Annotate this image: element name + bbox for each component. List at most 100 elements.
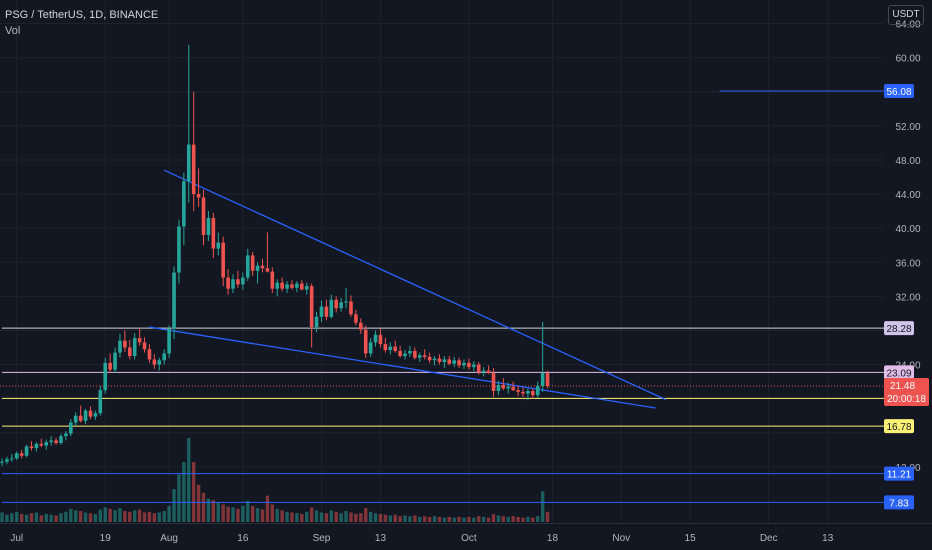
- candle-body: [255, 265, 260, 271]
- volume-bar: [309, 507, 314, 522]
- candle-body: [280, 282, 284, 289]
- candle-body: [358, 322, 363, 330]
- volume-bar: [93, 513, 98, 522]
- candle-body: [427, 356, 432, 361]
- candle: [236, 270, 240, 288]
- volume-indicator-label[interactable]: Vol: [5, 25, 21, 37]
- candle: [378, 328, 383, 348]
- candle: [393, 340, 397, 353]
- candle-body: [196, 194, 201, 198]
- candle-body: [0, 461, 4, 463]
- candle-body: [491, 373, 496, 391]
- volume-bar: [540, 491, 545, 522]
- candle-body: [186, 144, 191, 182]
- volume-bar: [447, 516, 451, 522]
- volume-bar: [88, 513, 93, 522]
- price-level-badge-bg: [884, 495, 914, 510]
- candle-body: [24, 446, 29, 456]
- candle-body: [408, 350, 412, 354]
- candle-body: [118, 340, 122, 353]
- volume-bar: [241, 505, 245, 522]
- candle-body: [339, 302, 343, 309]
- candle-body: [329, 299, 334, 317]
- volume-bar: [314, 510, 319, 522]
- volume-bar: [255, 508, 260, 522]
- candle: [467, 358, 471, 370]
- volume-bar: [29, 513, 34, 522]
- candle-body: [334, 299, 339, 309]
- candle-body: [108, 362, 112, 370]
- candle: [201, 189, 206, 246]
- candle-body: [393, 346, 397, 351]
- candle: [349, 295, 353, 317]
- candle: [88, 406, 93, 420]
- candle: [344, 287, 348, 309]
- candle-body: [162, 353, 166, 361]
- candle: [226, 269, 230, 295]
- candle-body: [531, 390, 535, 396]
- volume-bar: [24, 514, 29, 522]
- candle-body: [304, 286, 309, 290]
- candle-body: [452, 360, 456, 364]
- candle-body: [19, 453, 24, 456]
- volume-bar: [226, 506, 230, 522]
- candle-body: [54, 440, 58, 443]
- candle-body: [152, 359, 157, 365]
- candle-body: [113, 352, 117, 370]
- candle-body: [132, 338, 137, 357]
- candle-body: [39, 443, 44, 446]
- candle: [137, 327, 142, 346]
- candle-body: [467, 362, 471, 368]
- price-level-badge: 56.08: [886, 87, 911, 98]
- candle-body: [127, 347, 132, 357]
- candle: [255, 262, 260, 284]
- candle-body: [98, 390, 103, 414]
- price-level-badge-bg: [884, 466, 914, 481]
- candle-body: [324, 306, 329, 317]
- volume-bar: [108, 508, 112, 522]
- volume-bar: [491, 513, 496, 522]
- y-tick-label: 32.00: [895, 292, 920, 303]
- volume-bar: [545, 511, 550, 522]
- candle: [0, 458, 4, 467]
- volume-bar: [295, 513, 299, 522]
- y-tick-label: 52.00: [895, 122, 920, 133]
- volume-bar: [260, 509, 265, 522]
- candle: [127, 339, 132, 360]
- candle-body: [221, 242, 225, 278]
- x-tick-label: 15: [685, 533, 697, 544]
- candle-body: [447, 359, 452, 364]
- candle: [142, 337, 147, 353]
- volume-bar: [383, 514, 388, 522]
- currency-button[interactable]: USDT: [888, 5, 924, 25]
- candle: [368, 338, 373, 357]
- candle-body: [201, 197, 206, 235]
- volume-bar: [152, 513, 157, 522]
- candle-body: [437, 358, 442, 363]
- volume-bar: [59, 513, 63, 522]
- candle-body: [142, 342, 147, 350]
- candle: [300, 280, 304, 291]
- candle: [39, 438, 44, 448]
- candle-body: [354, 314, 358, 323]
- candle-body: [516, 390, 520, 392]
- volume-bar: [98, 509, 102, 522]
- candle: [496, 380, 501, 396]
- candle: [545, 370, 550, 389]
- candle-body: [137, 338, 142, 343]
- candle-body: [88, 410, 93, 417]
- candle: [481, 367, 486, 377]
- y-tick-label: 64.00: [895, 20, 920, 31]
- candle-body: [545, 373, 550, 387]
- volume-bar: [187, 437, 191, 522]
- candle-body: [216, 242, 221, 249]
- volume-bar: [432, 516, 437, 522]
- candle: [442, 356, 447, 368]
- volume-bar: [44, 513, 48, 522]
- volume-bar: [39, 515, 44, 522]
- volume-bar: [123, 511, 127, 522]
- candle: [452, 356, 456, 368]
- price-level-badge: 23.09: [886, 368, 911, 379]
- candle: [49, 436, 53, 446]
